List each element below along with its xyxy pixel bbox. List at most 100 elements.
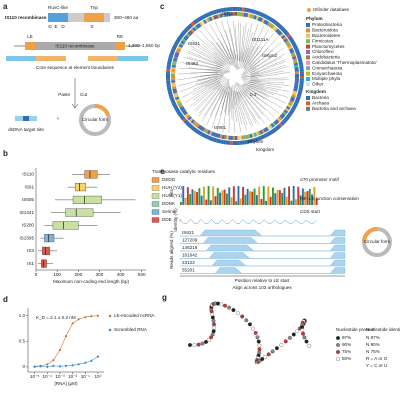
ring-segment [299, 82, 304, 86]
branch [249, 80, 285, 84]
branch [187, 52, 223, 67]
point [52, 359, 55, 362]
branch [198, 85, 222, 117]
ring-segment [172, 90, 178, 94]
ring-segment [227, 7, 231, 12]
core-sequence [88, 56, 118, 61]
legend-swatch [306, 28, 310, 33]
logo-letter [258, 186, 261, 205]
branch [189, 82, 220, 107]
branch [238, 91, 257, 124]
branch [208, 78, 227, 89]
ring-segment [235, 7, 238, 12]
ring-segment [232, 135, 235, 140]
branch [235, 82, 242, 99]
legend-label: Other [312, 82, 324, 87]
nucleotide [255, 335, 260, 340]
ring-segment [287, 112, 293, 117]
ring-segment [294, 71, 299, 74]
ring-segment [200, 132, 205, 137]
ring-segment [294, 100, 299, 105]
branch [204, 77, 226, 88]
ring-segment [183, 28, 189, 33]
y-tick-label: IS1 [27, 261, 34, 266]
ring-segment [293, 45, 299, 50]
ring-segment [190, 28, 195, 33]
logo-letter [281, 192, 284, 205]
x-tick-label: 500 [138, 272, 146, 277]
ring-segment [278, 122, 283, 128]
nucleotide [295, 329, 300, 334]
branch [206, 41, 229, 65]
ring-segment [223, 12, 227, 17]
ring-segment [192, 120, 197, 126]
ring-segment [203, 19, 207, 25]
x-tick-label: 0 [35, 272, 38, 277]
legend-swatch [151, 217, 160, 223]
legend-label: Firmicutes [312, 38, 334, 43]
ring-segment [167, 89, 172, 93]
box [84, 170, 98, 179]
ring-segment [166, 85, 171, 88]
ring-segment [192, 127, 197, 132]
branch [235, 53, 237, 70]
legend-swatch [306, 39, 310, 44]
legend-swatch [306, 44, 310, 49]
y-tick-label: IS605 [22, 197, 34, 202]
ring-segment [194, 18, 199, 24]
ring-segment [179, 42, 185, 46]
ring-segment [190, 119, 195, 124]
ruvc-domain [48, 13, 68, 22]
logo-letter [184, 197, 187, 205]
branch [179, 77, 218, 93]
label: IS110 recombinase [5, 15, 47, 20]
ring-segment [273, 26, 278, 32]
ring-segment [257, 136, 261, 141]
point [46, 363, 49, 366]
legend-swatch [306, 96, 310, 100]
branch [247, 50, 274, 71]
legend-label: Proteobacteria [312, 22, 342, 27]
row-label: 146219 [182, 245, 198, 250]
ring-segment [172, 104, 178, 109]
ring-segment [298, 61, 303, 65]
branch [241, 87, 266, 110]
branch [236, 91, 252, 128]
legend-label: N 75% [366, 349, 380, 354]
ring-segment [259, 129, 264, 135]
branch [232, 85, 234, 110]
nucleotide [257, 347, 262, 352]
branch [239, 49, 245, 69]
ring-segment [237, 7, 240, 12]
branch [249, 70, 285, 78]
panel-label: b [3, 149, 8, 158]
branch [199, 30, 228, 61]
ring-segment [257, 130, 262, 136]
tree-label: IS621 [188, 41, 200, 46]
ring-segment [263, 133, 268, 139]
nucleotide [247, 322, 252, 327]
legend-swatch [151, 209, 160, 215]
ring-segment [195, 24, 200, 29]
ring-segment [166, 66, 171, 70]
ring-segment [241, 135, 244, 140]
ring-segment [200, 15, 205, 20]
ring-segment [188, 117, 194, 123]
nucleotide [206, 337, 211, 342]
branch [249, 56, 283, 74]
target-core [23, 116, 29, 121]
ring-segment [257, 16, 262, 22]
ring-segment [276, 124, 282, 129]
ring-segment [293, 88, 298, 92]
branch [177, 71, 219, 75]
ring-segment [294, 69, 299, 72]
branch [220, 83, 230, 104]
ring-segment [275, 21, 280, 27]
residue: S [90, 24, 93, 29]
ring-segment [225, 140, 229, 145]
label: Tnp [90, 5, 98, 10]
ring-segment [226, 12, 229, 17]
legend-label: Planctomycetes [312, 44, 345, 49]
ring-segment [230, 7, 233, 12]
